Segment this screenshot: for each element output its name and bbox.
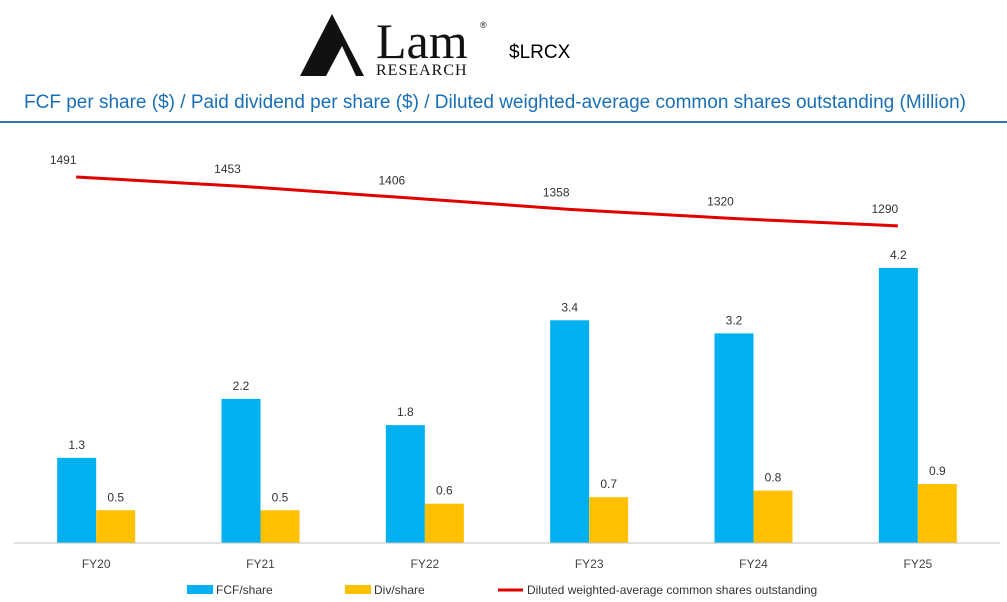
legend: FCF/share Div/share Diluted weighted-avera…	[187, 583, 817, 597]
data-label-shares-fy21: 1453	[214, 162, 241, 176]
x-tick-fy23: FY23	[575, 557, 604, 571]
bar-div-share-fy25	[917, 484, 957, 543]
data-label-fcf-share-fy24: 3.2	[726, 313, 743, 327]
data-label-shares-fy25: 1290	[871, 202, 898, 216]
data-label-shares-fy22: 1406	[378, 174, 405, 188]
legend-label-div-share: Div/share	[374, 583, 425, 597]
data-label-shares-fy24: 1320	[707, 195, 734, 209]
bar-fcf-share-fy25	[878, 267, 918, 543]
data-label-div-share-fy22: 0.6	[436, 484, 453, 498]
legend-swatch-div-share	[345, 585, 371, 594]
bar-fcf-share-fy20	[57, 457, 97, 543]
data-label-div-share-fy21: 0.5	[272, 490, 289, 504]
data-label-shares-fy23: 1358	[543, 185, 570, 199]
data-label-fcf-share-fy25: 4.2	[890, 248, 907, 262]
bar-div-share-fy22	[424, 503, 464, 543]
x-tick-fy21: FY21	[246, 557, 275, 571]
ticker-symbol: $LRCX	[509, 42, 571, 63]
line-shares-outstanding	[76, 175, 898, 228]
bar-fcf-share-fy21	[221, 398, 261, 543]
line-layer	[76, 175, 898, 228]
bar-fcf-share-fy22	[385, 425, 425, 543]
bar-fcf-share-fy23	[550, 320, 590, 543]
data-label-fcf-share-fy21: 2.2	[233, 379, 250, 393]
data-label-fcf-share-fy20: 1.3	[68, 438, 85, 452]
data-label-div-share-fy23: 0.7	[600, 477, 617, 491]
data-label-shares-fy20: 1491	[50, 153, 77, 167]
data-label-div-share-fy20: 0.5	[107, 490, 124, 504]
data-label-div-share-fy24: 0.8	[765, 471, 782, 485]
title-divider	[0, 121, 1007, 123]
lam-research-logo: Lam ® RESEARCH	[300, 13, 487, 79]
bar-div-share-fy21	[260, 510, 300, 543]
x-tick-fy24: FY24	[739, 557, 768, 571]
data-label-fcf-share-fy23: 3.4	[561, 300, 578, 314]
bar-div-share-fy24	[753, 490, 793, 543]
logo-word: Lam	[376, 13, 468, 69]
legend-label-diluted-weighted-average-common-shares-outstanding: Diluted weighted-average common shares o…	[527, 583, 817, 597]
logo-registered-mark: ®	[480, 20, 487, 30]
x-tick-fy20: FY20	[82, 557, 111, 571]
legend-swatch-fcf-share	[187, 585, 213, 594]
legend-label-fcf-share: FCF/share	[216, 583, 273, 597]
x-ticks: FY20 FY21 FY22 FY23 FY24 FY25	[82, 557, 933, 571]
bar-div-share-fy23	[589, 497, 629, 543]
x-tick-fy22: FY22	[410, 557, 439, 571]
data-label-fcf-share-fy22: 1.8	[397, 405, 414, 419]
data-label-div-share-fy25: 0.9	[929, 464, 946, 478]
bars-layer	[57, 267, 957, 543]
labels-layer: 1.3 0.5 2.2 0.5 1.8 0.6 3.4 0.7 3.2 0.8 4.2 0.9 1491…	[50, 153, 946, 504]
x-tick-fy25: FY25	[903, 557, 932, 571]
bar-div-share-fy20	[96, 510, 136, 543]
logo-subtitle: RESEARCH	[376, 62, 468, 79]
header: Lam ® RESEARCH $LRCX FCF per share ($) /…	[0, 0, 1007, 124]
chart-title: FCF per share ($) / Paid dividend per sh…	[24, 92, 966, 113]
bar-fcf-share-fy24	[714, 333, 754, 543]
